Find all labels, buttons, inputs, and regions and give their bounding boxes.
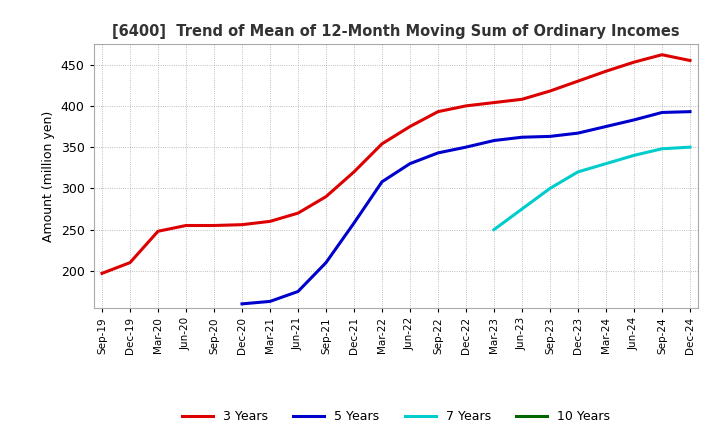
5 Years: [322, 260, 330, 265]
5 Years: [433, 150, 442, 156]
3 Years: [322, 194, 330, 199]
3 Years: [238, 222, 246, 227]
7 Years: [630, 153, 639, 158]
3 Years: [210, 223, 218, 228]
3 Years: [602, 69, 611, 74]
Title: [6400]  Trend of Mean of 12-Month Moving Sum of Ordinary Incomes: [6400] Trend of Mean of 12-Month Moving …: [112, 24, 680, 39]
5 Years: [546, 134, 554, 139]
5 Years: [378, 179, 387, 184]
5 Years: [462, 144, 470, 150]
3 Years: [126, 260, 135, 265]
Line: 7 Years: 7 Years: [494, 147, 690, 230]
3 Years: [378, 141, 387, 147]
3 Years: [630, 59, 639, 65]
3 Years: [546, 88, 554, 94]
5 Years: [630, 117, 639, 122]
3 Years: [266, 219, 274, 224]
3 Years: [490, 100, 498, 105]
5 Years: [685, 109, 694, 114]
Line: 5 Years: 5 Years: [242, 112, 690, 304]
5 Years: [350, 220, 359, 226]
Y-axis label: Amount (million yen): Amount (million yen): [42, 110, 55, 242]
3 Years: [294, 210, 302, 216]
7 Years: [546, 186, 554, 191]
3 Years: [98, 271, 107, 276]
3 Years: [685, 58, 694, 63]
7 Years: [518, 206, 526, 212]
7 Years: [657, 146, 666, 151]
Legend: 3 Years, 5 Years, 7 Years, 10 Years: 3 Years, 5 Years, 7 Years, 10 Years: [177, 406, 615, 429]
Line: 3 Years: 3 Years: [102, 55, 690, 273]
5 Years: [238, 301, 246, 307]
5 Years: [518, 135, 526, 140]
5 Years: [294, 289, 302, 294]
5 Years: [657, 110, 666, 115]
3 Years: [657, 52, 666, 57]
3 Years: [518, 97, 526, 102]
3 Years: [433, 109, 442, 114]
3 Years: [574, 78, 582, 84]
3 Years: [462, 103, 470, 109]
3 Years: [405, 124, 414, 129]
7 Years: [602, 161, 611, 166]
5 Years: [602, 124, 611, 129]
3 Years: [350, 169, 359, 175]
3 Years: [181, 223, 190, 228]
5 Years: [266, 299, 274, 304]
5 Years: [490, 138, 498, 143]
7 Years: [685, 144, 694, 150]
7 Years: [574, 169, 582, 175]
7 Years: [490, 227, 498, 232]
3 Years: [153, 229, 162, 234]
5 Years: [574, 130, 582, 136]
5 Years: [405, 161, 414, 166]
